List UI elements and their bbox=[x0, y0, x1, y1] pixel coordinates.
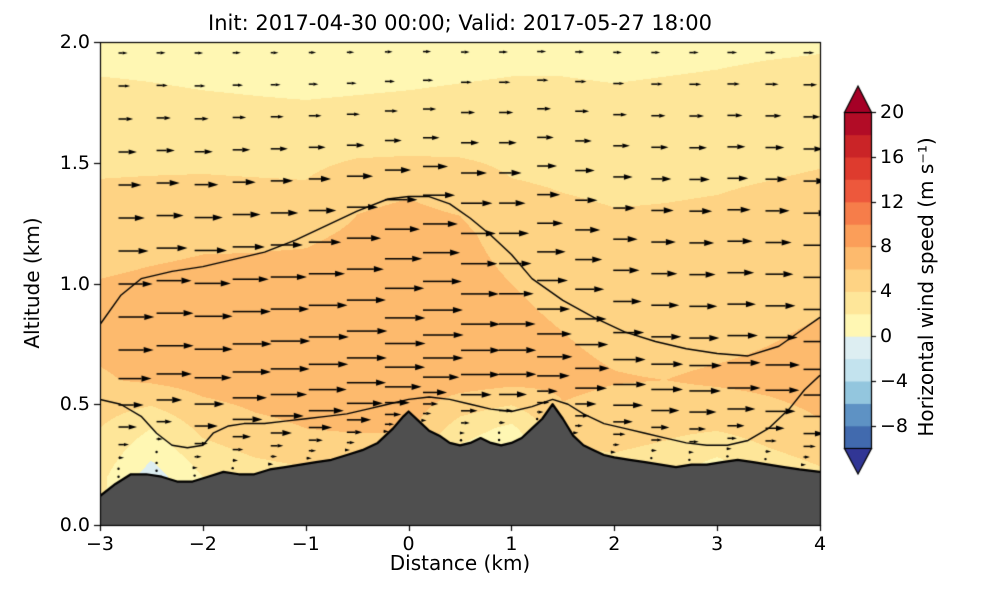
colorbar-label: Horizontal wind speed (m s⁻¹) bbox=[914, 137, 938, 437]
plot-title: Init: 2017-04-30 00:00; Valid: 2017-05-2… bbox=[208, 11, 712, 35]
y-axis-label: Altitude (km) bbox=[20, 217, 44, 349]
x-axis-label: Distance (km) bbox=[389, 551, 531, 575]
